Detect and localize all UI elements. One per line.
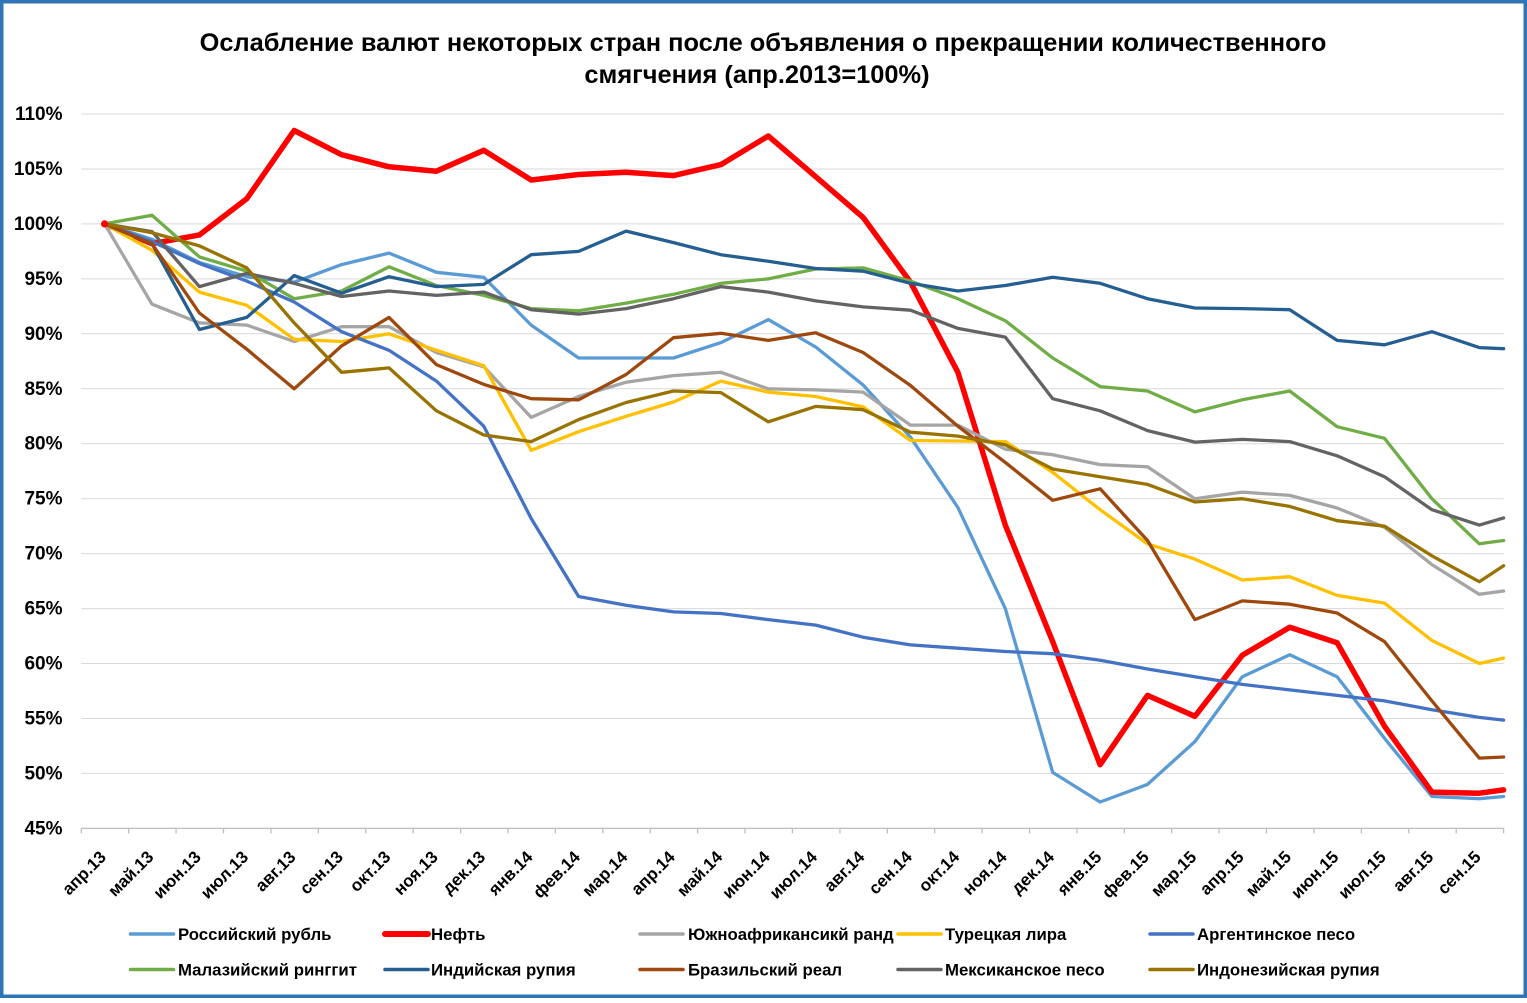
svg-text:Бразильский реал: Бразильский реал	[688, 961, 842, 980]
svg-text:Мексиканское песо: Мексиканское песо	[945, 961, 1105, 980]
svg-text:95%: 95%	[24, 269, 62, 290]
svg-text:70%: 70%	[24, 544, 62, 565]
svg-text:60%: 60%	[24, 654, 62, 675]
svg-text:55%: 55%	[24, 709, 62, 730]
svg-text:65%: 65%	[24, 599, 62, 620]
svg-text:Южноафрикансикй ранд: Южноафрикансикй ранд	[688, 925, 894, 944]
svg-text:75%: 75%	[24, 489, 62, 510]
svg-text:Российский рубль: Российский рубль	[178, 925, 331, 944]
svg-text:100%: 100%	[14, 214, 63, 235]
svg-text:смягчения (апр.2013=100%): смягчения (апр.2013=100%)	[584, 61, 929, 89]
svg-text:Аргентинское песо: Аргентинское песо	[1197, 925, 1355, 944]
svg-text:Малазийский ринггит: Малазийский ринггит	[178, 961, 357, 980]
svg-text:80%: 80%	[24, 434, 62, 455]
svg-text:85%: 85%	[24, 379, 62, 400]
svg-text:45%: 45%	[24, 818, 62, 839]
svg-text:50%: 50%	[24, 763, 62, 784]
svg-text:Индийская рупия: Индийская рупия	[431, 961, 576, 980]
svg-text:90%: 90%	[24, 324, 62, 345]
svg-text:Турецкая лира: Турецкая лира	[945, 925, 1067, 944]
svg-text:Индонезийская рупия: Индонезийская рупия	[1197, 961, 1380, 980]
svg-text:Нефть: Нефть	[431, 925, 485, 944]
svg-text:110%: 110%	[15, 104, 63, 125]
svg-text:105%: 105%	[14, 159, 63, 180]
svg-text:Ослабление валют некоторых стр: Ослабление валют некоторых стран после о…	[200, 29, 1327, 57]
